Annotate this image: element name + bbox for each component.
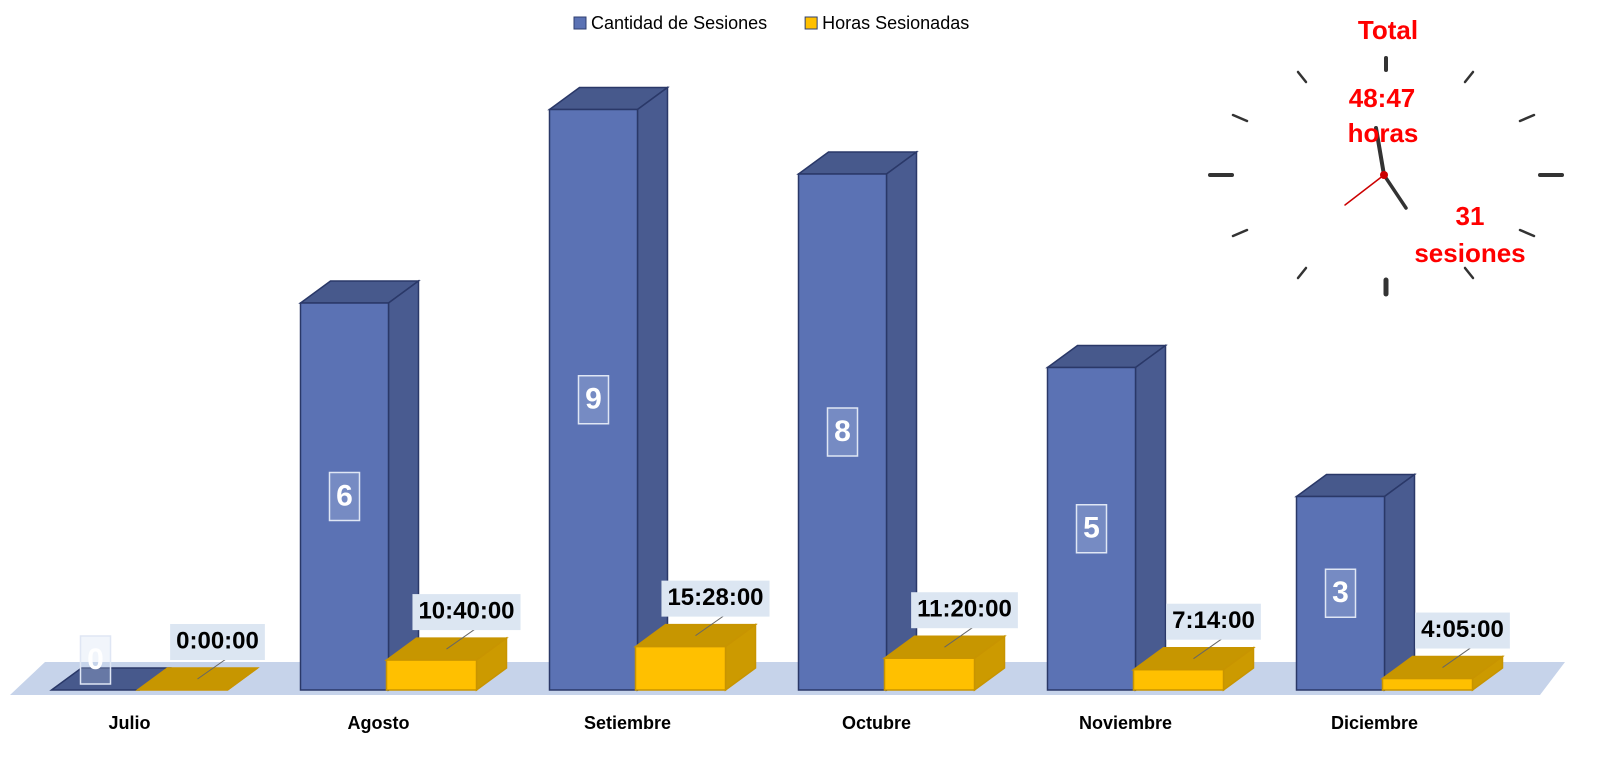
- value-label-group: 11:20:00: [911, 592, 1018, 629]
- value-label-box: [661, 580, 770, 617]
- clock-label: sesiones: [1414, 238, 1525, 268]
- legend-label: Horas Sesionadas: [822, 13, 969, 33]
- value-label: 7:14:00: [1172, 607, 1255, 634]
- value-label: 5: [1083, 512, 1100, 545]
- leader-line: [197, 657, 228, 680]
- value-label-box: [911, 592, 1018, 629]
- legend-swatch: [804, 16, 818, 30]
- value-label-box: [1166, 603, 1261, 640]
- value-label-box: [79, 635, 112, 685]
- clock-label: 48:47: [1349, 83, 1416, 113]
- bar: [634, 645, 727, 691]
- value-label: 8: [834, 415, 851, 448]
- value-label: 4:05:00: [1421, 616, 1504, 643]
- x-tick-label: Agosto: [348, 713, 410, 733]
- value-label-box: [1075, 504, 1108, 554]
- bar: [1132, 668, 1225, 691]
- value-label-box: [577, 375, 610, 425]
- value-label: 15:28:00: [667, 584, 763, 611]
- legend-swatch: [573, 16, 587, 30]
- value-label-group: 0:00:00: [170, 624, 265, 660]
- bar: [797, 173, 888, 691]
- leader-line: [695, 614, 726, 637]
- leader-line: [944, 625, 975, 648]
- value-label-group: 4:05:00: [1415, 612, 1510, 649]
- value-label-group: 15:28:00: [661, 580, 770, 617]
- value-label: 6: [336, 479, 353, 512]
- value-label-box: [170, 624, 265, 660]
- value-label-group: 10:40:00: [412, 594, 521, 631]
- bar: [883, 657, 976, 691]
- value-label-box: [328, 471, 361, 522]
- value-label-box: [826, 407, 859, 457]
- value-label-box: [1415, 612, 1510, 649]
- leader-line: [446, 627, 477, 650]
- clock-label: 31: [1456, 201, 1485, 231]
- leader-line: [1442, 646, 1473, 668]
- bar: [1295, 495, 1386, 691]
- value-label: 0: [87, 643, 104, 676]
- leader-line: [1193, 637, 1224, 660]
- bar: [548, 108, 639, 691]
- x-tick-label: Diciembre: [1331, 713, 1418, 733]
- value-label: 10:40:00: [418, 597, 514, 624]
- value-label-box: [412, 594, 521, 631]
- x-tick-label: Julio: [108, 713, 150, 733]
- x-tick-label: Noviembre: [1079, 713, 1172, 733]
- x-tick-label: Octubre: [842, 713, 911, 733]
- clock-label: Total: [1358, 15, 1418, 45]
- bar: [1381, 677, 1474, 691]
- clock: [1208, 56, 1564, 297]
- bar-side: [1134, 344, 1167, 692]
- bar: [299, 302, 390, 691]
- value-label-group: 7:14:00: [1166, 603, 1261, 640]
- legend-label: Cantidad de Sesiones: [591, 13, 767, 33]
- value-label-box: [1324, 568, 1357, 618]
- x-tick-label: Setiembre: [584, 713, 671, 733]
- bar-side: [227, 667, 258, 691]
- value-label: 11:20:00: [917, 596, 1012, 623]
- value-label: 3: [1332, 576, 1349, 609]
- value-label: 0:00:00: [176, 627, 259, 654]
- bar: [385, 659, 478, 691]
- value-label: 9: [585, 383, 602, 416]
- bar: [1046, 366, 1137, 691]
- clock-label: horas: [1348, 118, 1419, 148]
